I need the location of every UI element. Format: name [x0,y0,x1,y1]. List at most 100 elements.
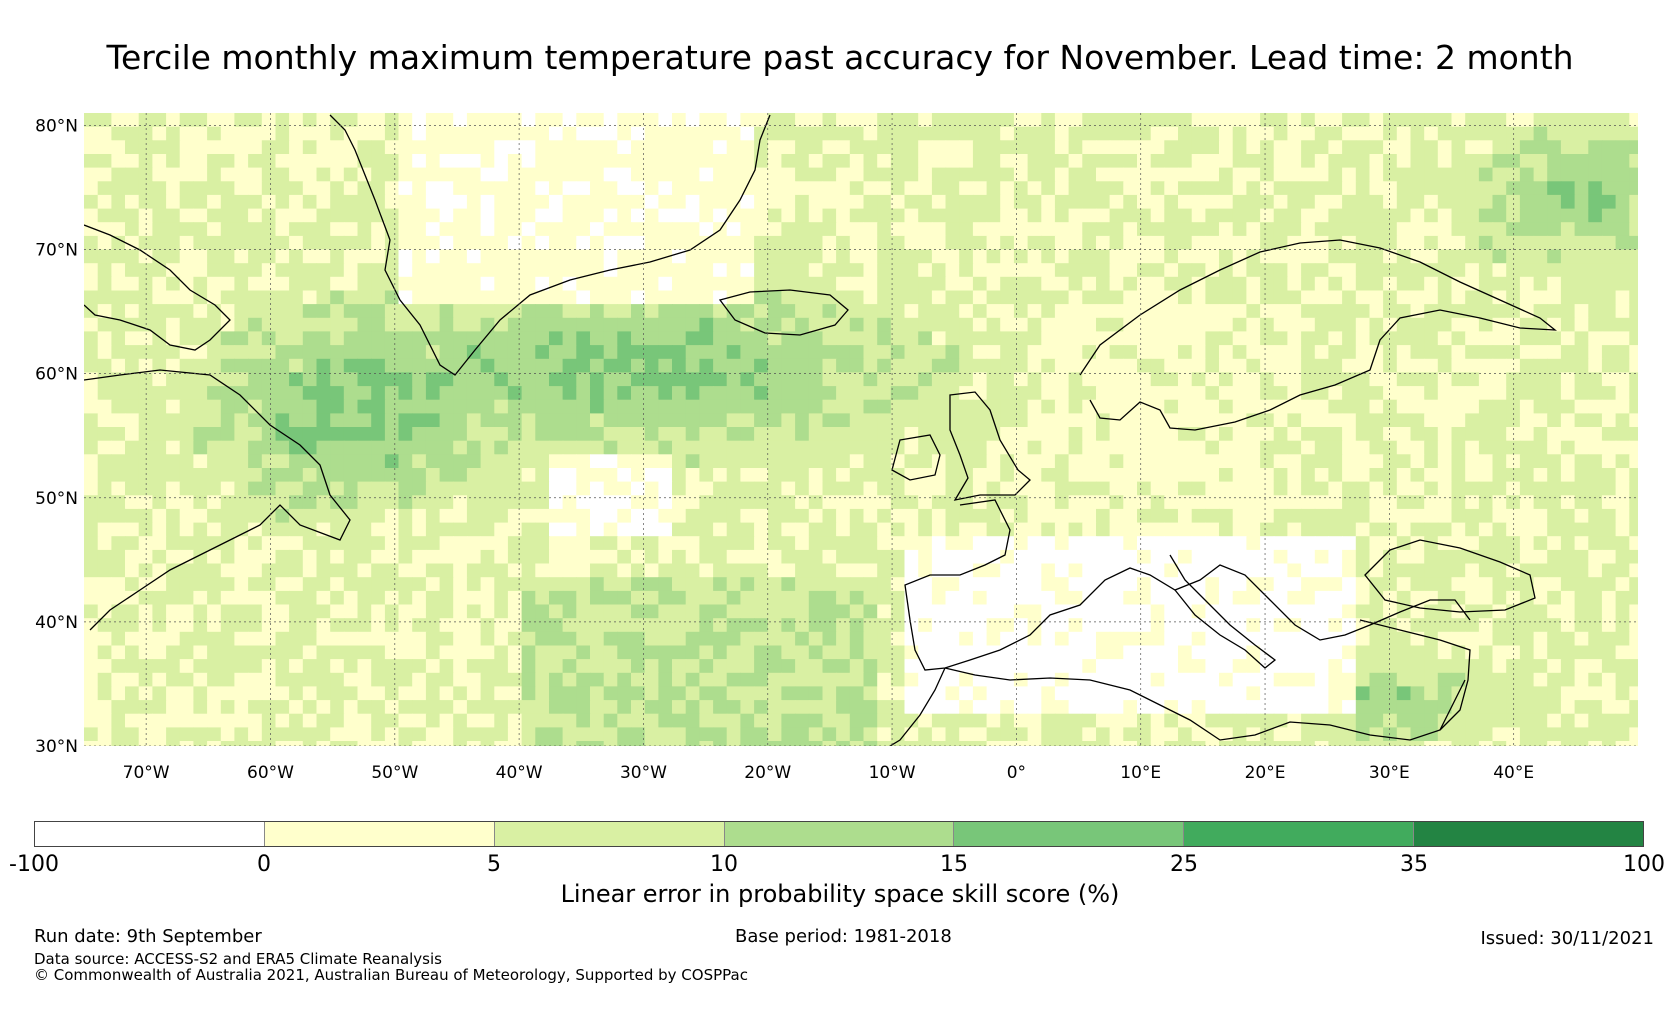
skill-cell [316,508,331,524]
skill-cell [1492,577,1507,592]
skill-cell [1369,508,1384,524]
skill-cell [603,427,618,442]
skill-cell [371,618,386,633]
skill-cell [767,522,783,537]
skill-cell [617,235,632,251]
skill-cell [590,440,605,455]
skill-cell [453,304,468,319]
skill-cell [1328,304,1343,319]
skill-cell [412,508,427,524]
skill-cell [1041,167,1056,182]
skill-cell [1137,549,1152,565]
skill-cell [1424,113,1439,128]
skill-cell [343,372,359,387]
skill-cell [1396,276,1412,292]
skill-cell [1519,631,1535,647]
skill-cell [302,536,318,551]
skill-cell [179,454,194,469]
skill-cell [863,358,878,374]
skill-cell [152,290,167,305]
skill-cell [261,659,277,674]
skill-cell [849,276,865,292]
skill-cell [330,686,345,701]
skill-cell [425,372,441,387]
skill-cell [1369,468,1384,483]
skill-cell [754,522,769,537]
skill-cell [590,522,605,537]
skill-cell [754,563,769,578]
skill-cell [193,618,208,633]
skill-cell [1109,645,1124,660]
skill-cell [1096,427,1111,442]
skill-cell [1314,672,1330,688]
skill-cell [1424,413,1439,428]
skill-cell [1000,659,1015,674]
skill-cell [945,577,960,592]
skill-cell [781,194,796,210]
skill-cell [480,413,495,428]
skill-cell [1260,181,1275,196]
skill-cell [658,372,673,387]
skill-cell [549,331,564,346]
skill-cell [562,536,577,551]
skill-cell [1164,194,1179,210]
skill-cell [863,372,878,387]
skill-cell [1027,181,1042,196]
skill-cell [1123,167,1138,182]
skill-cell [521,113,536,128]
skill-cell [1287,590,1302,606]
skill-cell [248,222,263,237]
skill-cell [371,304,386,319]
skill-cell [302,154,318,169]
skill-cell [740,590,755,606]
skill-cell [1588,645,1603,660]
skill-cell [1355,208,1371,223]
skill-cell [425,317,441,333]
skill-cell [1601,386,1617,401]
skill-cell [1000,618,1015,633]
skill-cell [234,140,249,155]
skill-cell [1478,372,1494,387]
skill-cell [713,481,728,496]
skill-cell [1506,154,1521,169]
skill-cell [138,549,153,565]
skill-cell [439,113,454,128]
skill-cell [1396,372,1412,387]
skill-cell [1410,317,1425,333]
skill-cell [234,577,249,592]
skill-cell [425,508,441,524]
skill-cell [302,590,318,606]
skill-cell [1246,440,1261,455]
skill-cell [480,440,495,455]
skill-cell [631,672,646,688]
skill-cell [685,113,700,128]
skill-cell [1355,508,1371,524]
skill-cell [1219,508,1234,524]
skill-cell [412,631,427,647]
skill-cell [672,440,687,455]
skill-cell [644,563,659,578]
skill-cell [617,618,632,633]
skill-cell [740,372,755,387]
skill-cell [1629,304,1638,319]
skill-cell [1533,427,1548,442]
skill-cell [685,304,700,319]
skill-cell [1219,522,1234,537]
skill-cell [986,113,1001,128]
skill-cell [726,427,741,442]
skill-cell [658,604,673,619]
skill-cell [1301,481,1316,496]
skill-cell [466,440,482,455]
skill-cell [1301,194,1316,210]
skill-cell [1246,345,1261,360]
skill-cell [1342,659,1357,674]
skill-cell [617,577,632,592]
skill-cell [808,618,824,633]
skill-cell [261,427,277,442]
skill-cell [1437,672,1453,688]
skill-cell [138,358,153,374]
skill-cell [781,154,796,169]
skill-cell [808,399,824,414]
skill-cell [166,590,181,606]
skill-cell [1287,659,1302,674]
